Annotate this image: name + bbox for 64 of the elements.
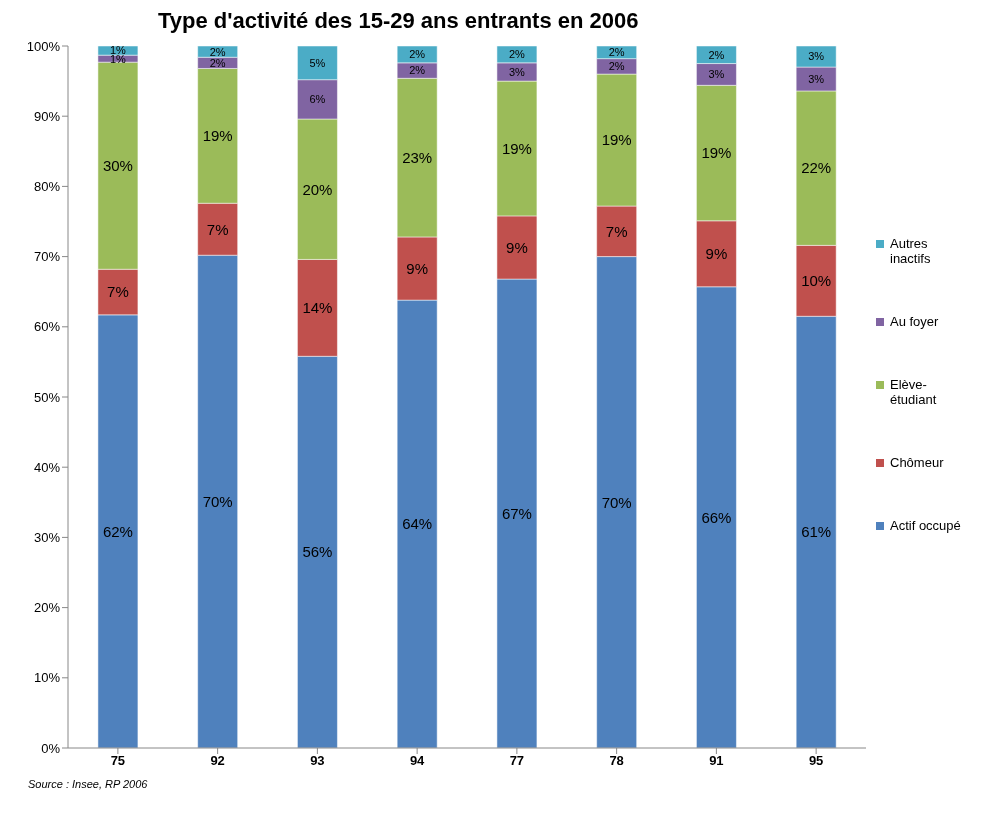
data-label: 9% <box>705 245 728 263</box>
y-tick-label: 20% <box>33 600 61 616</box>
y-tick-label: 80% <box>33 179 61 195</box>
data-label: 3% <box>808 72 825 85</box>
data-label: 30% <box>102 157 133 175</box>
data-label: 19% <box>202 127 233 145</box>
data-label: 14% <box>302 299 333 317</box>
x-tick-label: 93 <box>310 753 325 769</box>
data-label: 56% <box>302 543 333 561</box>
y-tick-label: 90% <box>33 108 61 124</box>
data-label: 70% <box>601 493 632 511</box>
data-label: 3% <box>508 65 526 78</box>
chart-title: Type d'activité des 15-29 ans entrants en 2006 <box>157 8 640 35</box>
x-tick-label: 78 <box>609 753 624 769</box>
y-tick-label: 50% <box>33 389 61 405</box>
x-tick-label: 77 <box>509 753 525 769</box>
data-label: 22% <box>801 159 832 177</box>
legend-label: Au foyer <box>890 313 940 329</box>
data-label: 3% <box>708 68 725 81</box>
legend-label: Elève-étudiant <box>890 376 938 407</box>
data-label: 9% <box>506 238 528 256</box>
x-tick-label: 94 <box>409 753 426 769</box>
y-tick-label: 30% <box>33 530 61 546</box>
legend-label: Chômeur <box>890 454 945 470</box>
data-label: 2% <box>209 56 226 69</box>
data-label: 3% <box>808 50 825 63</box>
legend-label: Autres inactifs <box>890 235 932 266</box>
y-tick-label: 60% <box>33 319 61 335</box>
data-label: 2% <box>409 48 426 61</box>
data-label: 7% <box>107 283 129 301</box>
data-label: 19% <box>601 131 632 149</box>
x-tick-label: 95 <box>808 753 824 769</box>
data-label: 2% <box>209 45 226 58</box>
x-tick-label: 75 <box>110 753 126 769</box>
data-label: 2% <box>608 46 625 59</box>
data-label: 9% <box>406 259 429 277</box>
data-label: 66% <box>701 508 732 526</box>
data-label: 62% <box>102 522 133 540</box>
data-label: 7% <box>206 220 229 238</box>
data-label: 2% <box>608 60 625 73</box>
data-label: 10% <box>801 272 832 290</box>
data-label: 67% <box>501 504 532 522</box>
y-tick-label: 0% <box>41 740 61 756</box>
data-label: 19% <box>501 139 532 157</box>
y-tick-label: 70% <box>33 249 61 265</box>
data-label: 2% <box>508 48 526 61</box>
data-label: 7% <box>605 222 628 240</box>
source-note: Source : Insee, RP 2006 <box>27 778 149 790</box>
data-label: 70% <box>202 492 233 510</box>
data-label: 5% <box>309 56 326 69</box>
data-label: 61% <box>801 523 832 541</box>
y-tick-label: 100% <box>26 38 61 54</box>
x-tick-label: 92 <box>210 753 225 769</box>
y-tick-label: 10% <box>33 670 61 686</box>
legend-label: Actif occupé <box>890 517 962 533</box>
data-label: 23% <box>402 148 433 166</box>
data-label: 64% <box>402 515 433 533</box>
x-tick-label: 91 <box>709 753 724 769</box>
data-label: 2% <box>708 48 725 61</box>
y-tick-label: 40% <box>33 459 61 475</box>
data-label: 2% <box>409 64 426 77</box>
data-label: 19% <box>701 144 732 162</box>
data-label: 6% <box>309 93 326 106</box>
data-label: 20% <box>302 180 333 198</box>
